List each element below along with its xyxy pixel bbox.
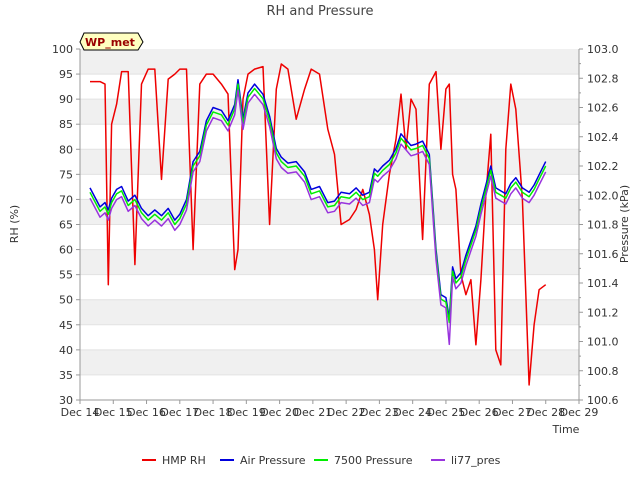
x-tick-label: Dec 19 — [227, 406, 266, 419]
x-tick-label: Dec 14 — [61, 406, 100, 419]
x-tick-label: Dec 21 — [293, 406, 332, 419]
y-right-tick-label: 101.4 — [587, 277, 619, 290]
x-tick-label: Dec 26 — [460, 406, 499, 419]
y-left-tick-label: 95 — [59, 68, 73, 81]
x-tick-label: Dec 20 — [260, 406, 299, 419]
x-tick-label: Dec 16 — [127, 406, 166, 419]
x-tick-label: Dec 17 — [160, 406, 199, 419]
grid-band — [80, 299, 579, 325]
axes: 30 35 40 45 50 55 60 65 70 75 80 85 90 95 100 100.6 100.… — [52, 43, 619, 419]
grid-band — [80, 49, 579, 75]
y-right-tick-label: 101.6 — [587, 248, 619, 261]
badge-shape — [79, 32, 144, 51]
y-right-tick-label: 102.6 — [587, 102, 619, 115]
y-right-tick-label: 102.2 — [587, 160, 619, 173]
x-tick-label: Dec 18 — [194, 406, 233, 419]
grid-band — [80, 274, 579, 300]
y-left-tick-label: 50 — [59, 294, 73, 307]
series-line-hmp-rh — [90, 63, 547, 386]
y-left-tick-label: 75 — [59, 168, 73, 181]
x-tick-label: Dec 27 — [493, 406, 532, 419]
legend-label: HMP RH — [162, 454, 206, 467]
y-left-tick-label: 80 — [59, 143, 73, 156]
legend-label: li77_pres — [451, 454, 501, 467]
y-left-tick-label: 85 — [59, 118, 73, 131]
y-right-tick-label: 101.2 — [587, 306, 619, 319]
y-left-tick-label: 30 — [59, 394, 73, 407]
series-line-air-pressure — [89, 78, 547, 319]
y-right-tick-label: 100.8 — [587, 365, 619, 378]
legend-label: 7500 Pressure — [334, 454, 413, 467]
legend: HMP RH Air Pressure 7500 Pressure li77_pres — [142, 454, 501, 467]
y-left-tick-label: 100 — [52, 43, 73, 56]
grid-band — [80, 99, 579, 125]
grid-band — [80, 249, 579, 275]
y-left-tick-label: 55 — [59, 269, 73, 282]
y-left-tick-label: 70 — [59, 193, 73, 206]
legend-label: Air Pressure — [240, 454, 306, 467]
y-right-tick-label: 101.8 — [587, 219, 619, 232]
chart-title: RH and Pressure — [266, 4, 373, 19]
x-axis-label: Time — [552, 423, 580, 436]
x-tick-label: Dec 29 — [560, 406, 599, 419]
y-left-tick-label: 45 — [59, 319, 73, 332]
y-left-tick-label: 65 — [59, 219, 73, 232]
grid-band — [80, 224, 579, 250]
y-left-tick-label: 35 — [59, 369, 73, 382]
y-right-tick-label: 102.0 — [587, 189, 619, 202]
wp-met-badge: WP_met — [79, 32, 144, 51]
badge-label: WP_met — [85, 36, 135, 49]
x-tick-label: Dec 15 — [94, 406, 133, 419]
grid-band — [80, 374, 579, 400]
series-line-li77-pres — [89, 89, 547, 346]
x-tick-label: Dec 22 — [327, 406, 366, 419]
y-right-tick-label: 100.6 — [587, 394, 619, 407]
x-tick-label: Dec 23 — [360, 406, 399, 419]
y-left-tick-label: 40 — [59, 344, 73, 357]
y-right-tick-label: 102.4 — [587, 131, 619, 144]
y-right-tick-label: 103.0 — [587, 43, 619, 56]
grid-bands — [80, 49, 579, 401]
y-axis-right-label: Pressure (kPa) — [618, 185, 631, 263]
y-right-tick-label: 102.8 — [587, 72, 619, 85]
y-left-tick-label: 90 — [59, 93, 73, 106]
y-left-tick-label: 60 — [59, 244, 73, 257]
series-layer — [89, 63, 547, 386]
series-line-7500-pressure — [89, 83, 547, 324]
grid-band — [80, 349, 579, 375]
grid-band — [80, 324, 579, 350]
grid-band — [80, 74, 579, 100]
y-right-tick-label: 101.0 — [587, 336, 619, 349]
x-tick-label: Dec 25 — [427, 406, 466, 419]
y-axis-left-label: RH (%) — [8, 205, 21, 243]
grid-band — [80, 149, 579, 175]
x-tick-label: Dec 24 — [393, 406, 432, 419]
x-tick-label: Dec 28 — [526, 406, 565, 419]
